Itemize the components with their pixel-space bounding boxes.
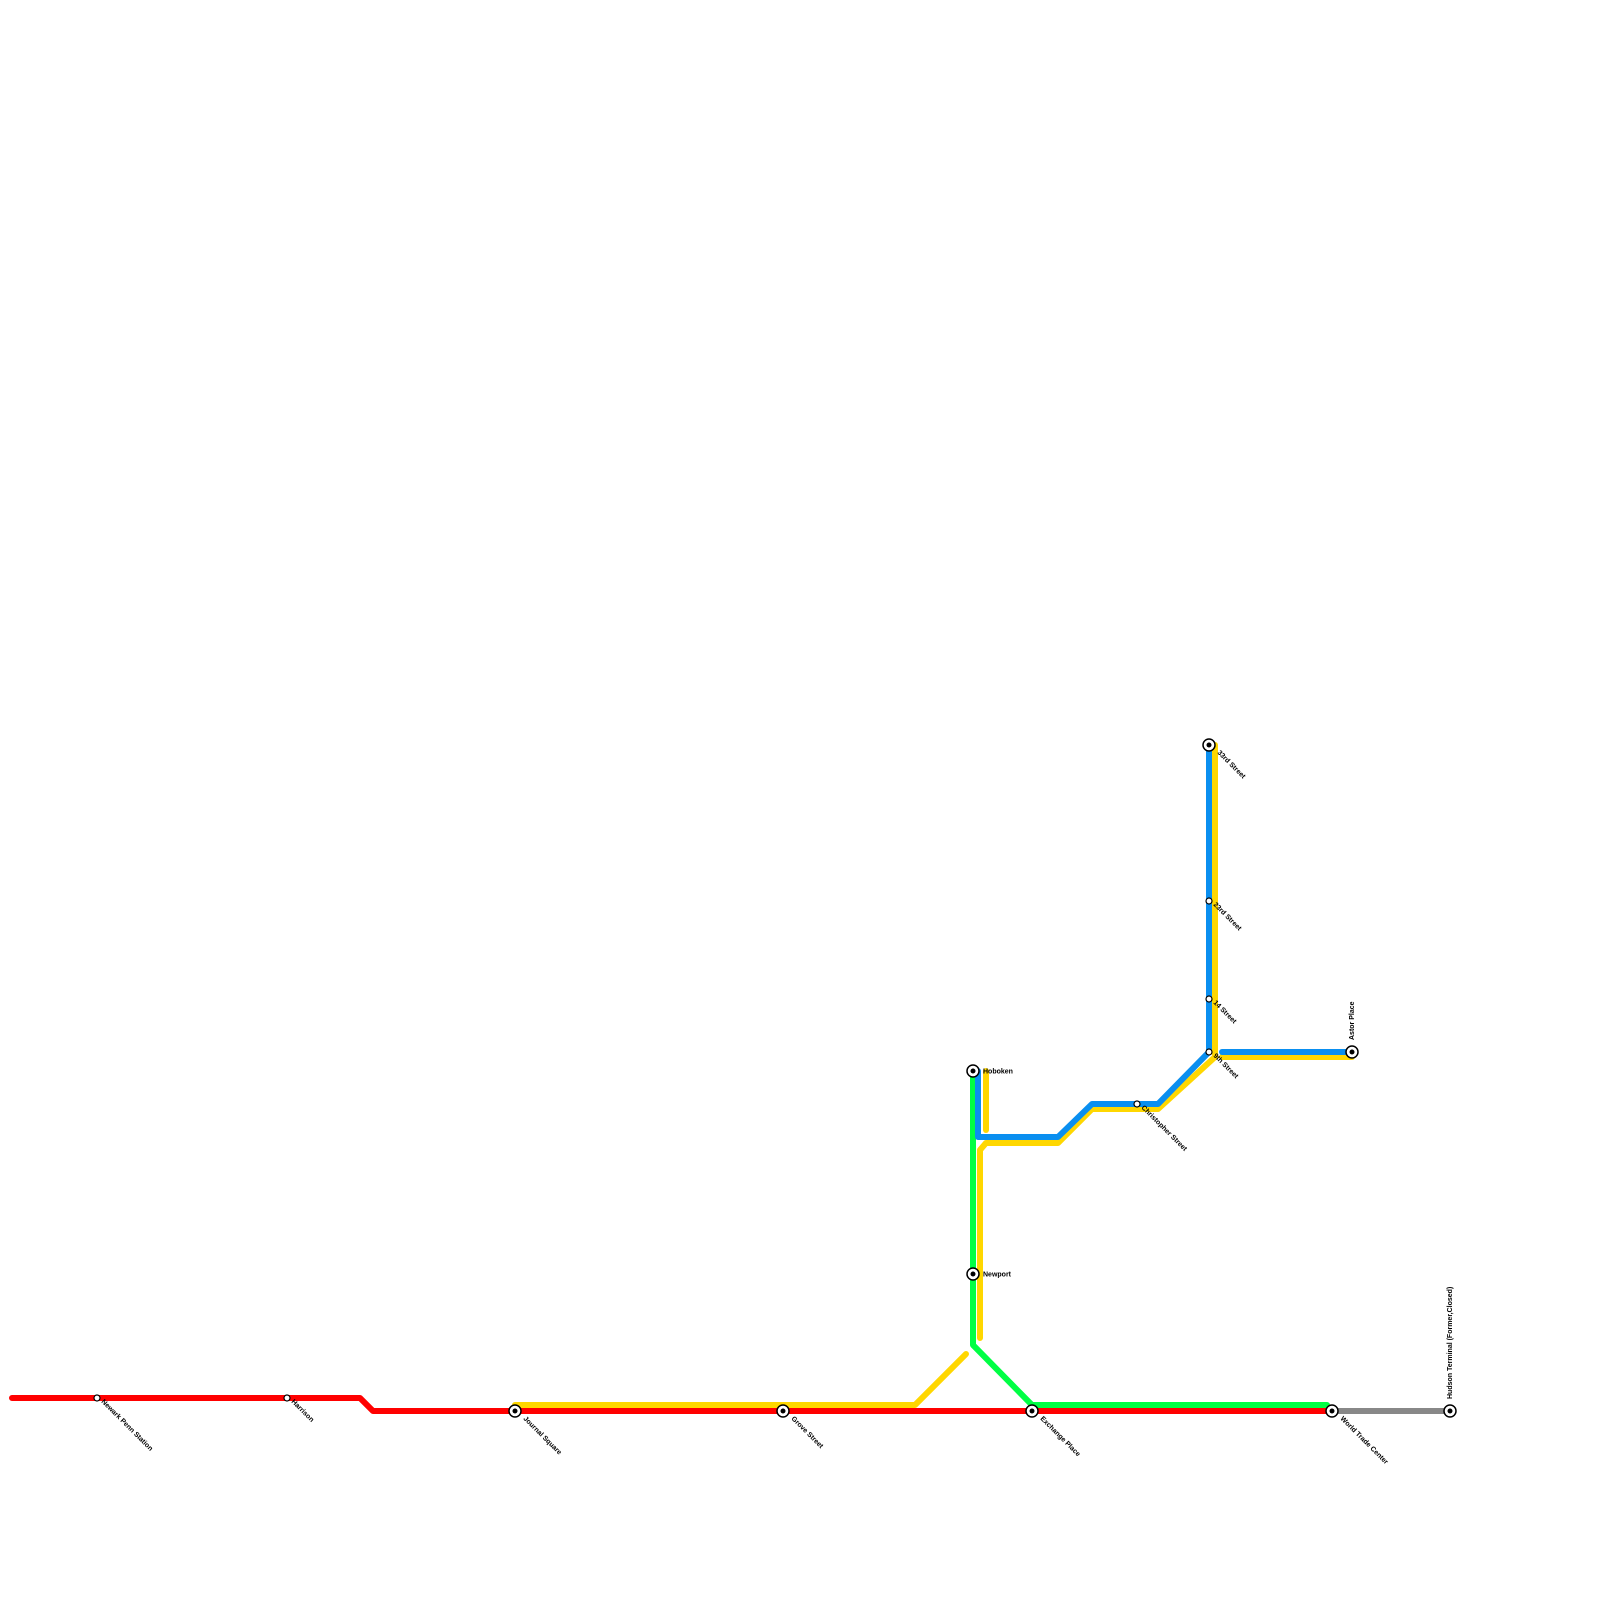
station-marker-dot xyxy=(970,1271,976,1277)
station-marker xyxy=(1205,995,1213,1003)
station-label: Harrison xyxy=(290,1398,315,1423)
station-marker-dot xyxy=(1029,1408,1035,1414)
station-label: Hudson Terminal (Former,Closed) xyxy=(1447,1287,1454,1399)
stations: Newark Penn Station Harrison Journal Squar… xyxy=(93,738,1457,1466)
routes xyxy=(9,742,1453,1414)
station-marker-dot xyxy=(512,1408,518,1414)
station-marker-dot xyxy=(1447,1408,1453,1414)
station-label: Exchange Place xyxy=(1039,1415,1082,1458)
station-marker xyxy=(283,1394,291,1402)
station-marker xyxy=(93,1394,101,1402)
yellow-line xyxy=(512,1351,969,1408)
green-line xyxy=(970,1068,1330,1408)
station-marker-dot xyxy=(1349,1049,1355,1055)
station-label: World Trade Center xyxy=(1339,1415,1390,1466)
station-label: Newport xyxy=(983,1272,1012,1279)
station-label: Astor Place xyxy=(1349,1001,1356,1040)
station-marker-dot xyxy=(1206,742,1212,748)
station-marker-dot xyxy=(970,1068,976,1074)
station-marker xyxy=(1133,1100,1141,1108)
station-marker xyxy=(1205,1048,1213,1056)
station-label: 33rd Street xyxy=(1216,749,1247,780)
station-label: Journal Square xyxy=(522,1415,563,1456)
red-line xyxy=(9,1395,1335,1414)
station-label: Grove Street xyxy=(790,1415,825,1450)
blue-line xyxy=(975,742,1212,1140)
station-label: Christopher Street xyxy=(1140,1104,1189,1153)
station-label: Hoboken xyxy=(983,1069,1013,1076)
yellow-line xyxy=(977,742,1218,1341)
station-marker-dot xyxy=(780,1408,786,1414)
station-marker-dot xyxy=(1329,1408,1335,1414)
station-marker xyxy=(1205,897,1213,905)
station-label: Newark Penn Station xyxy=(100,1398,154,1452)
